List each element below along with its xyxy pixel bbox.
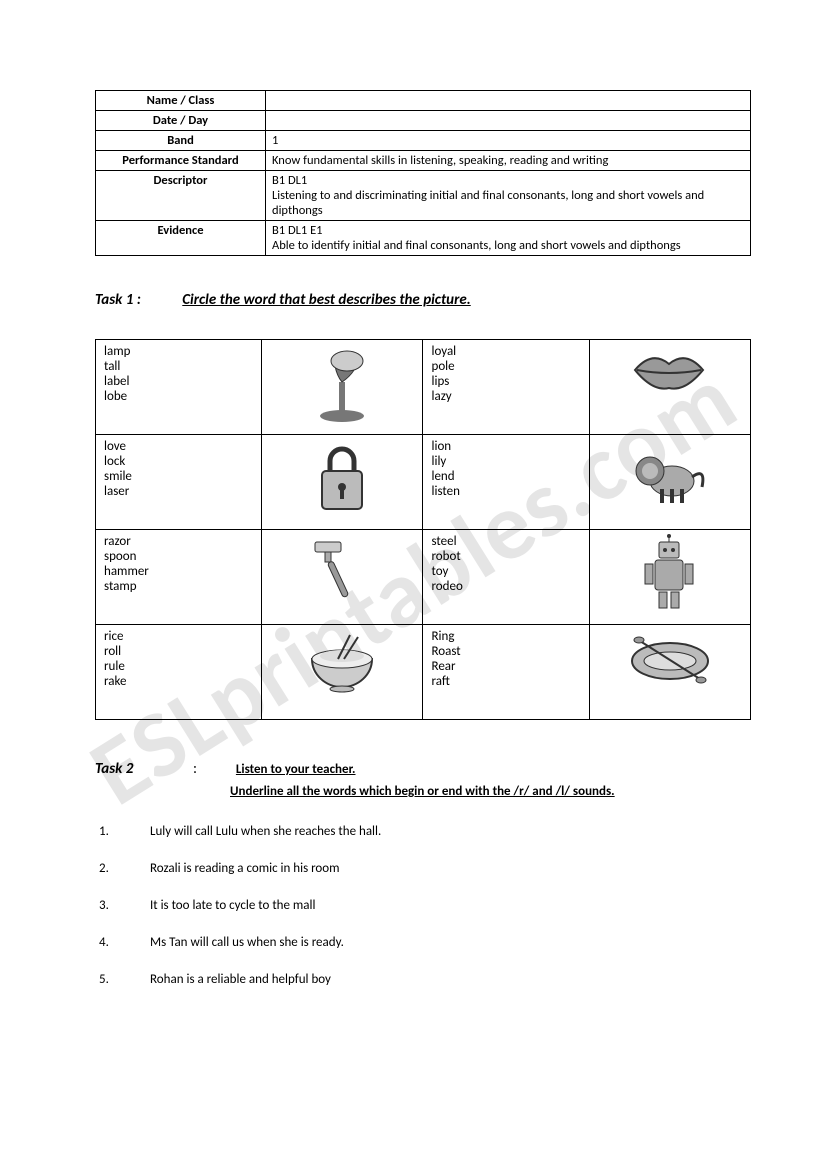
rice-icon <box>262 625 423 720</box>
word-cell: steelrobottoyrodeo <box>423 530 589 625</box>
info-label: Band <box>96 131 266 151</box>
info-label: Evidence <box>96 221 266 256</box>
sentence-list: 1.Luly will call Lulu when she reaches t… <box>95 824 751 987</box>
info-label: Descriptor <box>96 171 266 221</box>
lips-icon <box>589 340 750 435</box>
info-label: Date / Day <box>96 111 266 131</box>
info-value: 1 <box>266 131 751 151</box>
info-value: Know fundamental skills in listening, sp… <box>266 151 751 171</box>
raft-icon <box>589 625 750 720</box>
task2-instruction-1: Listen to your teacher. <box>236 762 356 777</box>
info-table: Name / ClassDate / DayBand1Performance S… <box>95 90 751 256</box>
sentence-number: 4. <box>95 935 150 950</box>
sentence-number: 3. <box>95 898 150 913</box>
picture-table: lamptalllabellobe loyalpolelipslazy lovelo… <box>95 339 751 720</box>
info-value <box>266 91 751 111</box>
lion-icon <box>589 435 750 530</box>
sentence-row: 5.Rohan is a reliable and helpful boy <box>95 972 751 987</box>
sentence-text: Luly will call Lulu when she reaches the… <box>150 824 381 839</box>
razor-icon <box>262 530 423 625</box>
task2-instruction-2: Underline all the words which begin or e… <box>230 784 615 799</box>
word-cell: lionlilylendlisten <box>423 435 589 530</box>
sentence-number: 2. <box>95 861 150 876</box>
info-value <box>266 111 751 131</box>
word-cell: loyalpolelipslazy <box>423 340 589 435</box>
sentence-number: 1. <box>95 824 150 839</box>
sentence-text: Rohan is a reliable and helpful boy <box>150 972 331 987</box>
sentence-row: 4.Ms Tan will call us when she is ready. <box>95 935 751 950</box>
task1-instruction: Circle the word that best describes the … <box>182 291 470 309</box>
info-label: Performance Standard <box>96 151 266 171</box>
word-cell: ricerollrulerake <box>96 625 262 720</box>
info-value: B1 DL1Listening to and discriminating in… <box>266 171 751 221</box>
task2-colon: : <box>193 760 233 778</box>
sentence-text: It is too late to cycle to the mall <box>150 898 315 913</box>
sentence-text: Ms Tan will call us when she is ready. <box>150 935 344 950</box>
word-cell: razorspoonhammerstamp <box>96 530 262 625</box>
task2-block: Task 2 : Listen to your teacher. Underli… <box>95 760 751 799</box>
word-cell: lamptalllabellobe <box>96 340 262 435</box>
sentence-row: 1.Luly will call Lulu when she reaches t… <box>95 824 751 839</box>
robot-icon <box>589 530 750 625</box>
sentence-number: 5. <box>95 972 150 987</box>
lamp-icon <box>262 340 423 435</box>
info-value: B1 DL1 E1Able to identify initial and fi… <box>266 221 751 256</box>
sentence-row: 3.It is too late to cycle to the mall <box>95 898 751 913</box>
task1-label: Task 1 : <box>95 291 141 309</box>
info-label: Name / Class <box>96 91 266 111</box>
word-cell: lovelocksmilelaser <box>96 435 262 530</box>
lock-icon <box>262 435 423 530</box>
sentence-text: Rozali is reading a comic in his room <box>150 861 340 876</box>
task1-title: Task 1 : Circle the word that best descr… <box>95 291 751 309</box>
task2-label: Task 2 <box>95 760 190 778</box>
word-cell: RingRoastRear raft <box>423 625 589 720</box>
sentence-row: 2.Rozali is reading a comic in his room <box>95 861 751 876</box>
